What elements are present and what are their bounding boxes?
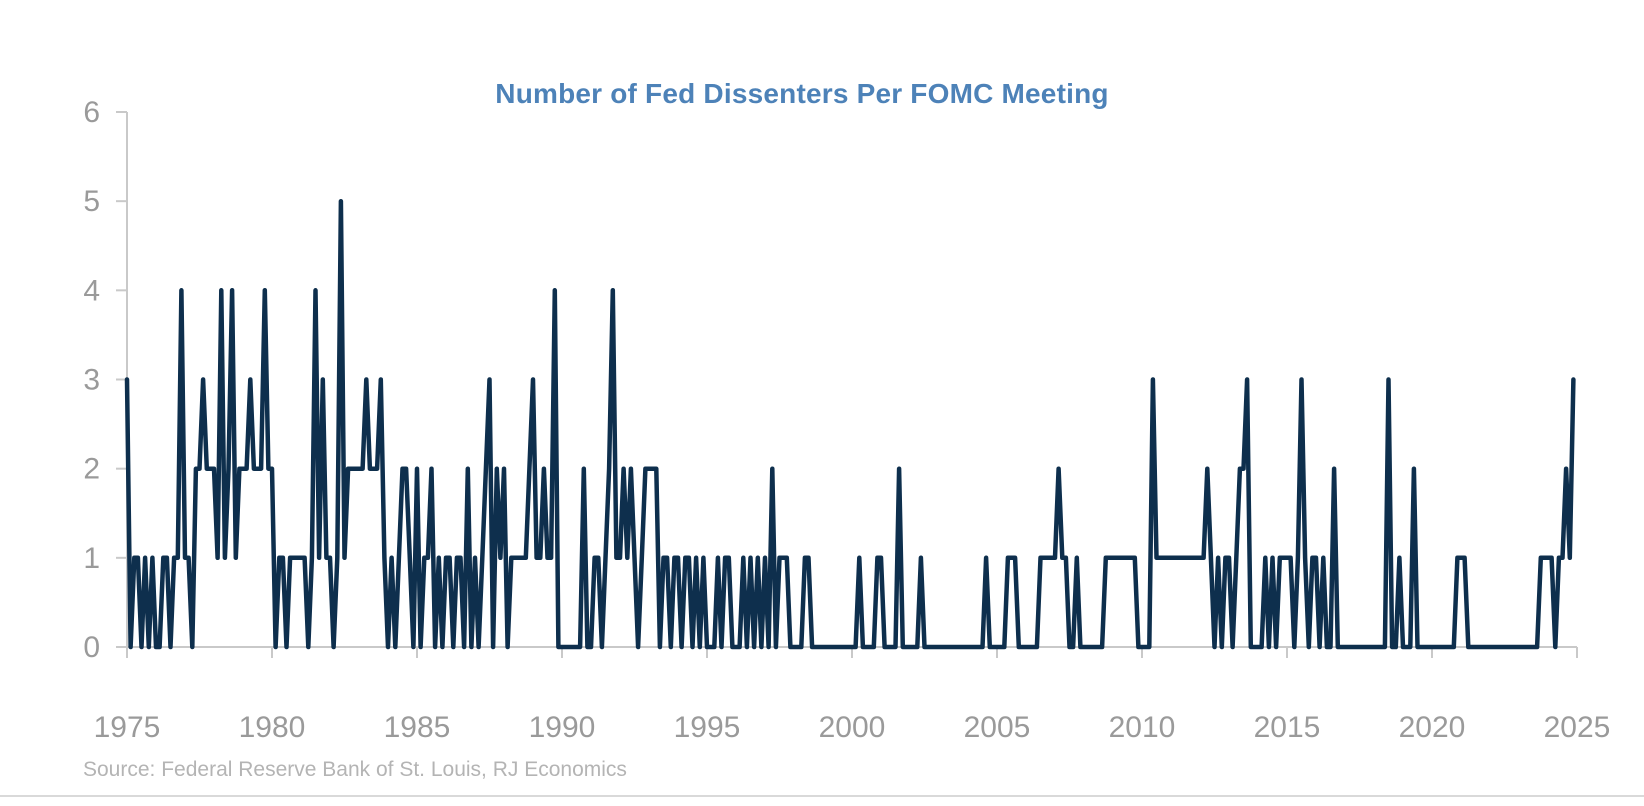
y-tick-label: 6	[83, 96, 100, 129]
x-tick-label: 1990	[529, 711, 596, 744]
x-tick-label: 1975	[94, 711, 161, 744]
x-tick-label: 2020	[1399, 711, 1466, 744]
x-tick-label: 2010	[1109, 711, 1176, 744]
x-tick-label: 1995	[674, 711, 741, 744]
x-tick-label: 2000	[819, 711, 886, 744]
y-tick-label: 5	[83, 185, 100, 218]
y-tick-label: 3	[83, 364, 100, 397]
y-tick-label: 4	[83, 274, 100, 307]
y-tick-label: 1	[83, 542, 100, 575]
x-tick-label: 2005	[964, 711, 1031, 744]
bottom-rule	[0, 795, 1644, 797]
x-tick-label: 2015	[1254, 711, 1321, 744]
x-tick-label: 2025	[1544, 711, 1611, 744]
source-note: Source: Federal Reserve Bank of St. Loui…	[83, 758, 627, 781]
dissenters-line-series	[124, 198, 1576, 650]
x-tick-label: 1980	[239, 711, 306, 744]
y-tick-label: 2	[83, 453, 100, 486]
chart-title: Number of Fed Dissenters Per FOMC Meetin…	[495, 78, 1109, 109]
x-tick-label: 1985	[384, 711, 451, 744]
y-tick-label: 0	[83, 631, 100, 664]
